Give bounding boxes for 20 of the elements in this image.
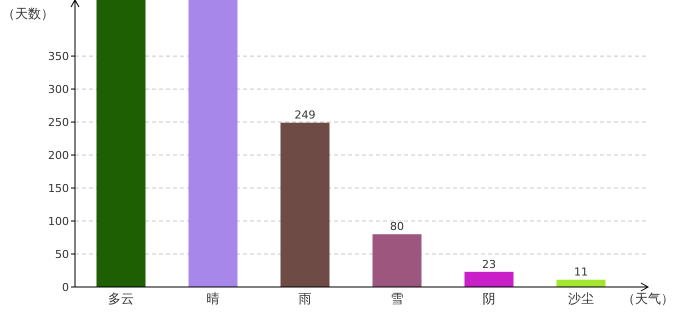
data-label: 80 <box>390 220 404 234</box>
x-tick-label: 雨 <box>298 292 312 307</box>
y-tick-label: 200 <box>48 149 69 162</box>
x-tick-label: 沙尘 <box>568 292 594 307</box>
data-label: 11 <box>574 266 588 279</box>
y-axis-title: （天数） <box>2 7 54 22</box>
y-tick-label: 50 <box>55 248 69 262</box>
y-tick-label: 0 <box>62 281 69 294</box>
data-label: 23 <box>482 258 496 271</box>
data-label: 249 <box>294 108 316 122</box>
y-tick-label: 250 <box>48 116 69 130</box>
y-tick-label: 350 <box>48 50 69 64</box>
y-tick-label: 150 <box>48 182 69 196</box>
x-axis-title: （天气） <box>622 292 674 307</box>
y-tick-label: 100 <box>48 215 69 228</box>
x-tick-label: 晴 <box>206 292 220 307</box>
x-tick-label: 阴 <box>482 292 496 307</box>
y-tick-label: 300 <box>48 83 69 96</box>
x-tick-label: 雪 <box>390 292 404 307</box>
x-tick-label: 多云 <box>108 292 134 307</box>
